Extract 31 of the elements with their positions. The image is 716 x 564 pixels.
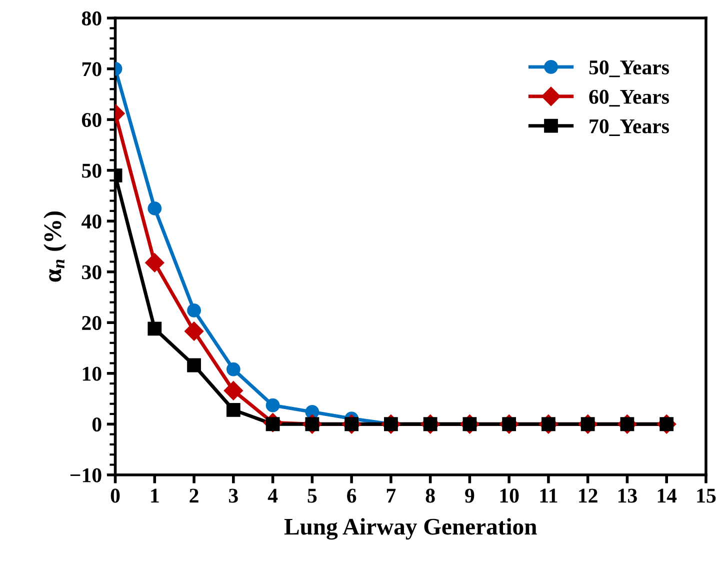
y-tick-label: 20	[82, 316, 102, 330]
x-tick-label: 3	[228, 488, 238, 503]
x-tick-label: 9	[465, 488, 474, 503]
x-tick-label: 8	[426, 488, 435, 503]
y-tick-label: 80	[82, 11, 102, 26]
x-tick-label: 1	[151, 488, 159, 503]
x-axis-title: Lung Airway Generation	[284, 518, 537, 540]
x-tick-label: 4	[268, 488, 278, 503]
x-tick-label: 11	[540, 488, 558, 503]
x-tick-label: 0	[110, 488, 120, 503]
x-tick-label: 15	[697, 488, 716, 503]
x-tick-label: 7	[386, 488, 396, 503]
y-axis-title: α$_{n}$ (%)	[44, 211, 66, 282]
y-tick-label: 30	[82, 265, 102, 280]
y-tick-label: 60	[82, 112, 102, 127]
y-tick-label: 10	[82, 366, 102, 381]
x-tick-label: 10	[500, 488, 519, 503]
x-tick-label: 14	[658, 488, 677, 503]
y-tick-label: 70	[82, 62, 102, 76]
legend-label: 60_Years	[589, 90, 669, 107]
x-tick-label: 2	[190, 488, 198, 503]
y-tick-label: −10	[70, 468, 102, 482]
legend-label: 50_Years	[589, 60, 669, 78]
y-tick-label: 50	[82, 164, 102, 178]
legend-label: 70_Years	[590, 119, 669, 136]
y-tick-label: 40	[82, 214, 102, 229]
x-tick-label: 12	[579, 488, 598, 503]
x-tick-label: 13	[618, 488, 637, 503]
x-tick-label: 6	[347, 488, 356, 503]
y-tick-label: 0	[92, 418, 102, 432]
x-tick-label: 5	[308, 488, 317, 503]
